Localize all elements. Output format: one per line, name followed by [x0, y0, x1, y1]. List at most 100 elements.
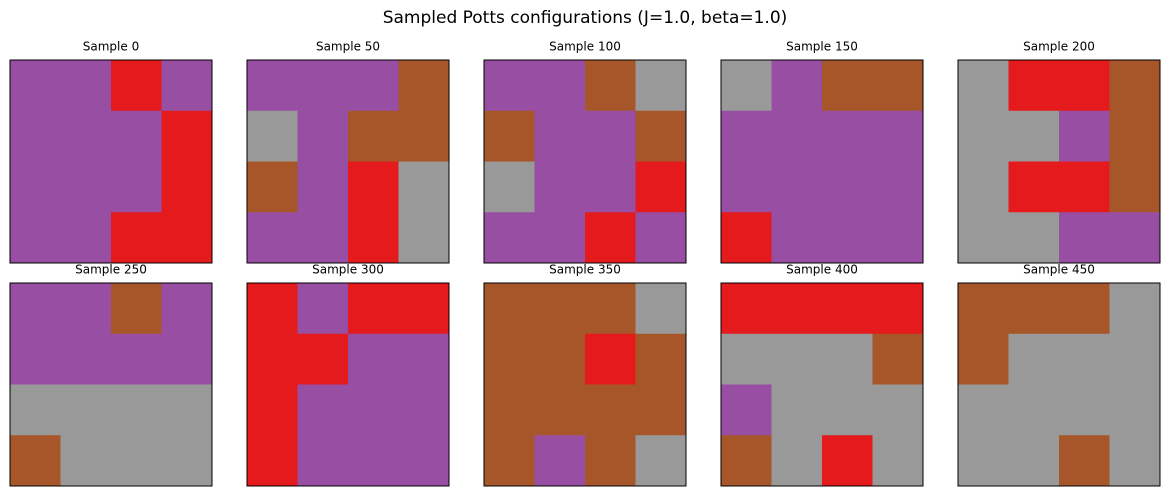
cell	[534, 60, 586, 112]
cell	[635, 384, 687, 436]
cell	[822, 384, 873, 436]
cell	[721, 161, 772, 213]
cell	[635, 333, 687, 385]
cell	[872, 435, 924, 487]
cell	[958, 384, 1009, 436]
cell	[635, 283, 687, 335]
cell	[348, 212, 399, 264]
cell	[161, 435, 213, 487]
cell	[771, 435, 823, 487]
cell	[1008, 110, 1060, 162]
cell	[585, 212, 636, 264]
cell	[721, 212, 772, 264]
cell	[484, 333, 535, 385]
panel-frame	[957, 282, 1161, 487]
cell	[398, 60, 450, 112]
cell	[872, 384, 924, 436]
cell	[721, 110, 772, 162]
cell	[1059, 212, 1110, 264]
cell	[635, 110, 687, 162]
cell	[484, 161, 535, 213]
cell	[822, 110, 873, 162]
panel-frame	[246, 59, 450, 264]
cell	[822, 283, 873, 335]
cell	[10, 161, 61, 213]
cell	[822, 212, 873, 264]
cell	[585, 161, 636, 213]
cell	[771, 110, 823, 162]
cell	[60, 161, 112, 213]
cell	[534, 384, 586, 436]
panel-title: Sample 350	[549, 263, 621, 277]
cell	[111, 110, 162, 162]
cell	[247, 384, 298, 436]
panel-frame	[720, 282, 924, 487]
panel-title: Sample 250	[75, 263, 147, 277]
cell	[1008, 384, 1060, 436]
cell	[348, 384, 399, 436]
panel-frame	[957, 59, 1161, 264]
cell	[10, 60, 61, 112]
cell	[398, 212, 450, 264]
cell	[1109, 212, 1161, 264]
cell	[484, 110, 535, 162]
cell	[398, 110, 450, 162]
cell	[484, 283, 535, 335]
cell	[771, 384, 823, 436]
cell	[297, 212, 349, 264]
cell	[111, 161, 162, 213]
cell	[958, 110, 1009, 162]
cell	[1059, 283, 1110, 335]
cell	[958, 212, 1009, 264]
cell	[822, 60, 873, 112]
cell	[822, 333, 873, 385]
panel-frame	[9, 282, 213, 487]
cell	[534, 435, 586, 487]
cell	[10, 384, 61, 436]
cell	[1109, 384, 1161, 436]
panel-title: Sample 450	[1023, 263, 1095, 277]
cell	[161, 60, 213, 112]
cell	[958, 435, 1009, 487]
cell	[297, 60, 349, 112]
cell	[872, 283, 924, 335]
cell	[111, 333, 162, 385]
cell	[297, 161, 349, 213]
cell	[1109, 110, 1161, 162]
cell	[161, 110, 213, 162]
cell	[398, 333, 450, 385]
cell	[348, 110, 399, 162]
cell	[10, 212, 61, 264]
cell	[111, 435, 162, 487]
cell	[1008, 212, 1060, 264]
cell	[60, 60, 112, 112]
cell	[585, 384, 636, 436]
cell	[161, 333, 213, 385]
cell	[872, 110, 924, 162]
cell	[721, 60, 772, 112]
panel-title: Sample 400	[786, 263, 858, 277]
cell	[348, 60, 399, 112]
cell	[585, 110, 636, 162]
cell	[10, 435, 61, 487]
cell	[534, 110, 586, 162]
cell	[297, 283, 349, 335]
cell	[958, 333, 1009, 385]
cell	[1059, 333, 1110, 385]
panel-title: Sample 200	[1023, 40, 1095, 54]
cell	[1008, 60, 1060, 112]
cell	[297, 435, 349, 487]
cell	[111, 283, 162, 335]
cell	[484, 384, 535, 436]
cell	[635, 161, 687, 213]
cell	[534, 333, 586, 385]
cell	[10, 333, 61, 385]
cell	[958, 283, 1009, 335]
cell	[398, 283, 450, 335]
cell	[1059, 384, 1110, 436]
cell	[484, 435, 535, 487]
chart-title: Sampled Potts configurations (J=1.0, bet…	[383, 8, 788, 28]
cell	[958, 161, 1009, 213]
cell	[247, 212, 298, 264]
panel-frame	[483, 282, 687, 487]
